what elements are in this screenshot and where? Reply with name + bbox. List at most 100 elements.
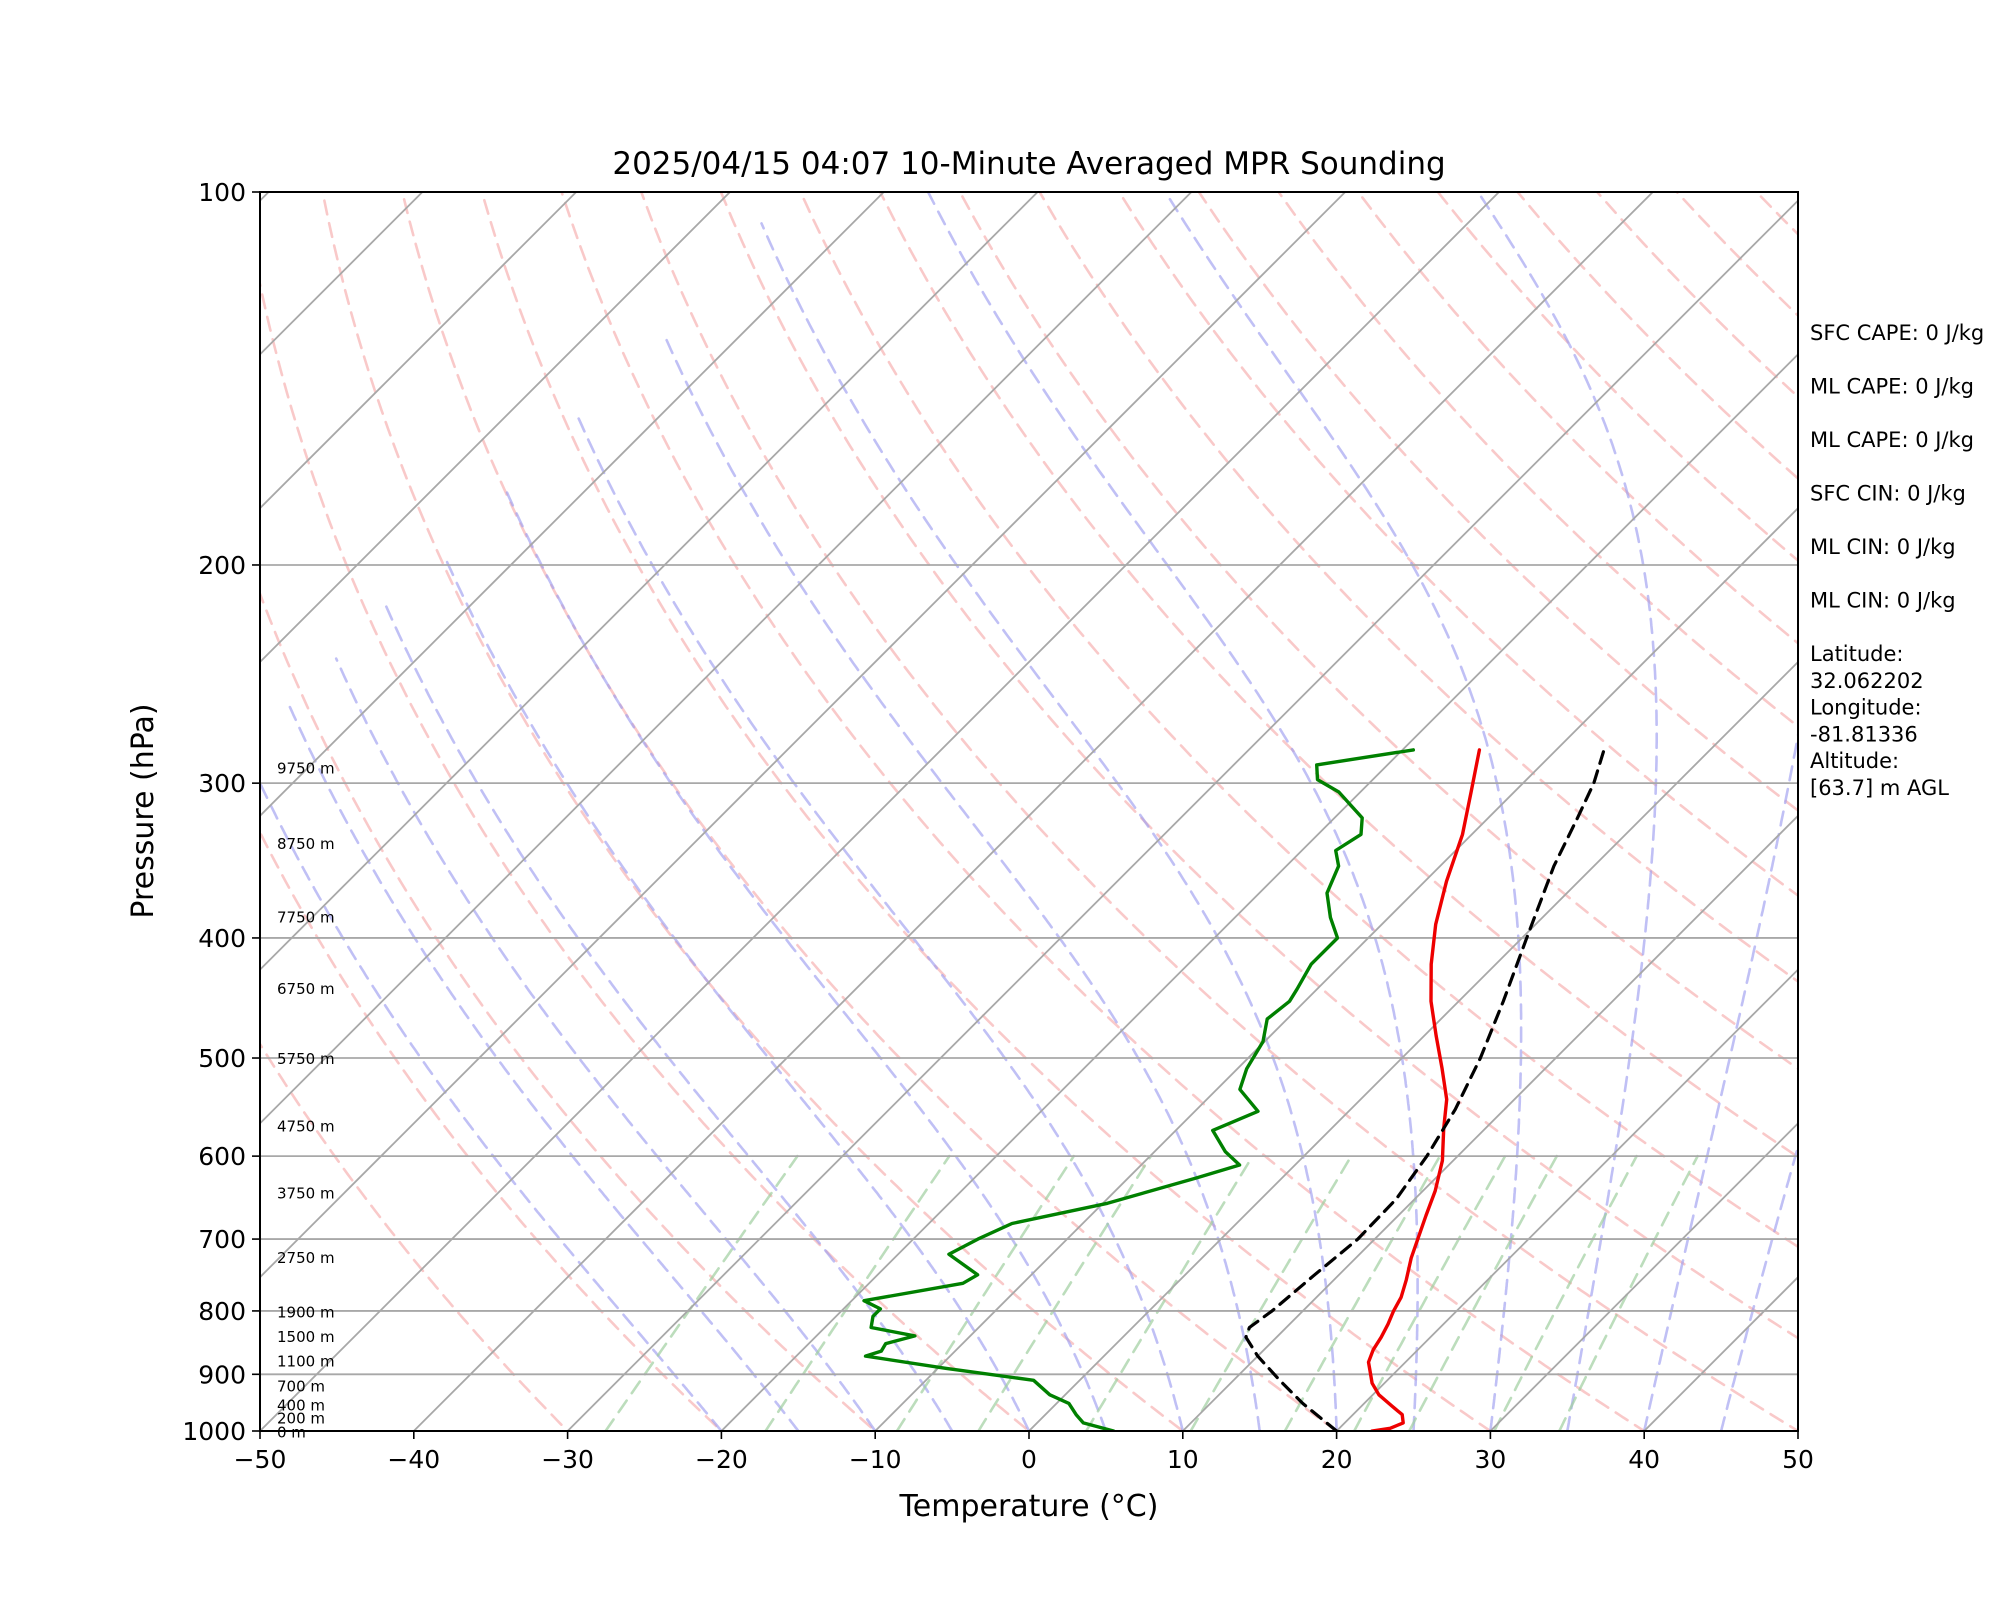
temperature-line [1366, 748, 1482, 1431]
isotherm-line [1028, 660, 1798, 1431]
y-axis: 100 200 300 400 500 600 700 800 900 1000 [182, 178, 260, 1446]
y-tick-label: 100 [198, 178, 246, 207]
x-tick-label: −40 [387, 1445, 440, 1474]
isotherm-line [413, 192, 1654, 1431]
isotherm-line [720, 353, 1798, 1431]
dry-adiabat-line [1277, 192, 1798, 729]
x-tick-label: −10 [849, 1445, 902, 1474]
isotherm-line [260, 192, 1193, 1125]
height-label: 400 m [277, 1397, 325, 1415]
isotherm-line [1182, 814, 1798, 1431]
x-tick-label: −30 [541, 1445, 594, 1474]
dry-adiabat-line [639, 192, 1798, 1431]
chart-title: 2025/04/15 04:07 10-Minute Averaged MPR … [612, 146, 1445, 182]
y-tick-label: 1000 [182, 1417, 246, 1446]
x-tick-label: 20 [1321, 1445, 1353, 1474]
height-label: 1500 m [277, 1328, 335, 1346]
moist-adiabat-line [760, 222, 1338, 1431]
dry-adiabat-line [958, 192, 1798, 1071]
y-tick-label: 800 [198, 1297, 246, 1326]
isotherm-line [260, 192, 1039, 971]
x-tick-label: 30 [1474, 1445, 1506, 1474]
dry-adiabat-line [321, 192, 1185, 1431]
height-label: 7750 m [277, 908, 335, 926]
height-label: 3750 m [277, 1184, 335, 1202]
x-tick-label: 50 [1782, 1445, 1814, 1474]
dry-adiabat-line [400, 192, 1339, 1431]
y-tick-label: 900 [198, 1360, 246, 1389]
info-text: ML CIN: 0 J/kg [1810, 535, 1956, 559]
x-tick-label: 0 [1021, 1445, 1037, 1474]
dry-adiabat-line [1038, 192, 1798, 984]
moist-adiabat-line [1164, 192, 1523, 1431]
dry-adiabat-line [560, 192, 1647, 1431]
dry-adiabat-line [799, 192, 1798, 1249]
y-tick-label: 600 [198, 1142, 246, 1171]
info-text: ML CAPE: 0 J/kg [1810, 428, 1974, 452]
height-label: 9750 m [277, 760, 335, 778]
data-lines [862, 748, 1606, 1431]
y-axis-label: Pressure (hPa) [126, 703, 161, 918]
isotherm-line [260, 192, 1346, 1279]
info-text: Latitude: [1810, 642, 1904, 666]
x-tick-label: 10 [1167, 1445, 1199, 1474]
info-text: ML CAPE: 0 J/kg [1810, 375, 1974, 399]
height-label: 200 m [277, 1409, 325, 1427]
moist-adiabat-line [384, 605, 954, 1431]
dry-adiabat-line [260, 829, 724, 1431]
moist-adiabat-line [662, 331, 1261, 1431]
isotherm-line [260, 192, 1500, 1431]
y-tick-label: 500 [198, 1044, 246, 1073]
isotherm-line [1489, 1122, 1798, 1431]
height-label: 700 m [277, 1378, 325, 1396]
isotherm-line [260, 192, 577, 510]
height-label: 2750 m [277, 1249, 335, 1267]
info-text: SFC CAPE: 0 J/kg [1810, 321, 1984, 345]
x-axis-label: Temperature (°C) [899, 1489, 1159, 1524]
moist-adiabat-line [260, 780, 723, 1431]
isotherm-line [566, 199, 1798, 1431]
moist-adiabat-line [926, 192, 1419, 1431]
moist-adiabat-line [504, 488, 1108, 1431]
info-text: [63.7] m AGL [1810, 776, 1949, 800]
dry-adiabat-line [480, 192, 1493, 1431]
isotherm-line [874, 506, 1798, 1431]
isotherm-line [260, 192, 731, 664]
x-tick-label: −20 [695, 1445, 748, 1474]
height-label: 6750 m [277, 980, 335, 998]
x-tick-label: −50 [234, 1445, 287, 1474]
height-label: 0 m [277, 1424, 306, 1442]
info-text: Longitude: [1810, 696, 1922, 720]
mixing-ratio-line [1558, 1154, 1699, 1431]
moist-adiabat-line [288, 704, 800, 1431]
x-tick-label: 40 [1628, 1445, 1660, 1474]
y-tick-label: 700 [198, 1225, 246, 1254]
moist-adiabat-line [442, 552, 1031, 1431]
y-tick-label: 200 [198, 551, 246, 580]
dry-adiabat-line [1197, 192, 1798, 813]
y-tick-label: 300 [198, 769, 246, 798]
info-text: -81.81336 [1810, 723, 1918, 747]
moist-adiabat-line [1476, 192, 1658, 1431]
dry-adiabat-line [878, 192, 1798, 1159]
dewpoint-line [862, 748, 1416, 1431]
dry-adiabat-line [260, 590, 878, 1431]
dry-adiabat-line [1117, 192, 1798, 898]
info-text: 32.062202 [1810, 669, 1924, 693]
height-label: 1100 m [277, 1353, 335, 1371]
isotherm-line [260, 192, 885, 818]
moist-adiabat-line [1642, 728, 1798, 1431]
info-panel: SFC CAPE: 0 J/kg ML CAPE: 0 J/kg ML CAPE: … [1810, 321, 1984, 800]
height-label: 8750 m [277, 835, 335, 853]
moist-adiabat-line [576, 415, 1185, 1431]
isotherm-line [1335, 968, 1798, 1431]
info-text: ML CIN: 0 J/kg [1810, 589, 1956, 613]
height-label: 1900 m [277, 1303, 335, 1321]
info-text: Altitude: [1810, 749, 1899, 773]
dry-adiabat-line [719, 192, 1798, 1340]
y-tick-label: 400 [198, 924, 246, 953]
height-label: 4750 m [277, 1118, 335, 1136]
height-label: 5750 m [277, 1050, 335, 1068]
